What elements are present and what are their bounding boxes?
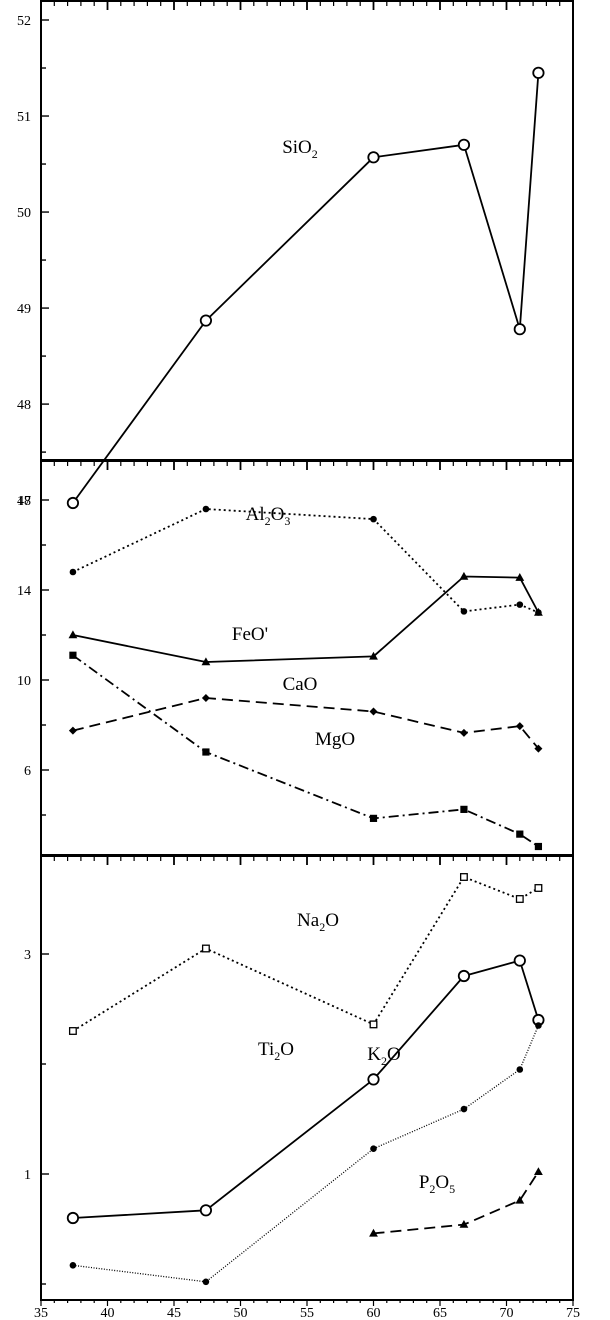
series-line-cao <box>72 697 540 750</box>
data-point-p2o5 <box>459 1220 469 1228</box>
data-point-cao <box>459 728 468 737</box>
series-label-feo: FeO' <box>232 624 268 645</box>
x-tick-label: 60 <box>367 1306 381 1320</box>
series-line-ti2o <box>72 959 540 1219</box>
series-label-na2o: Na2O <box>297 910 339 934</box>
data-point-na2o <box>201 944 210 953</box>
y-tick-label: 6 <box>24 764 31 779</box>
series-line-na2o <box>72 876 539 1032</box>
plot-frame <box>40 0 574 461</box>
data-point-sio2 <box>66 496 80 510</box>
y-tick-label: 18 <box>17 494 31 509</box>
data-point-al2o3 <box>202 505 210 513</box>
y-tick-label: 51 <box>17 110 31 125</box>
data-point-feo <box>515 573 525 581</box>
y-tick-label: 3 <box>24 948 31 963</box>
x-tick-label: 65 <box>433 1306 447 1320</box>
data-point-k2o <box>460 1105 468 1113</box>
y-tick-label: 48 <box>17 398 31 413</box>
data-point-sio2 <box>532 66 545 79</box>
x-tick-label: 75 <box>566 1306 580 1320</box>
series-line-feo <box>72 575 540 663</box>
data-point-ti2o <box>199 1204 213 1217</box>
data-point-mgo <box>369 814 378 822</box>
x-tick-label: 40 <box>101 1306 115 1320</box>
data-point-k2o <box>202 1278 210 1286</box>
data-point-feo <box>534 607 543 616</box>
data-point-na2o <box>534 884 543 892</box>
y-tick-label: 49 <box>17 302 31 317</box>
data-point-k2o <box>535 1022 542 1029</box>
y-tick-label: 1 <box>24 1168 31 1183</box>
data-point-cao <box>515 722 524 731</box>
series-line-sio2 <box>72 72 540 504</box>
x-tick-label: 50 <box>234 1306 248 1320</box>
series-label-al2o3: Al2O3 <box>246 504 291 528</box>
x-tick-label: 55 <box>300 1306 314 1320</box>
data-point-al2o3 <box>69 568 77 576</box>
data-point-al2o3 <box>370 515 377 523</box>
data-point-mgo <box>516 830 524 838</box>
series-label-cao: CaO <box>283 674 318 695</box>
data-point-cao <box>534 744 543 753</box>
data-point-feo <box>68 630 78 639</box>
data-point-ti2o <box>457 969 471 983</box>
data-point-al2o3 <box>460 608 468 615</box>
data-point-na2o <box>68 1027 77 1035</box>
data-point-feo <box>201 657 211 666</box>
data-point-mgo <box>69 651 77 659</box>
data-point-na2o <box>459 873 468 881</box>
y-tick-label: 50 <box>17 206 31 221</box>
data-point-ti2o <box>513 954 526 967</box>
data-point-p2o5 <box>369 1228 378 1237</box>
data-point-sio2 <box>457 138 471 151</box>
data-point-k2o <box>516 1066 524 1073</box>
data-point-mgo <box>202 748 210 756</box>
data-point-sio2 <box>513 323 526 336</box>
y-tick-label: 47 <box>17 494 31 509</box>
data-point-feo <box>459 571 469 580</box>
series-label-mgo: MgO <box>315 729 355 750</box>
data-point-p2o5 <box>515 1195 525 1204</box>
x-tick-label: 35 <box>34 1306 48 1320</box>
data-point-k2o <box>69 1262 77 1269</box>
y-tick-label: 10 <box>17 674 31 689</box>
data-point-mgo <box>460 805 468 813</box>
x-tick-label: 45 <box>167 1306 181 1320</box>
y-tick-label: 14 <box>17 584 31 599</box>
data-point-p2o5 <box>534 1167 543 1175</box>
data-point-k2o <box>370 1145 377 1152</box>
data-point-sio2 <box>199 314 213 327</box>
y-tick-label: 52 <box>17 14 31 29</box>
data-point-mgo <box>534 842 543 851</box>
series-line-al2o3 <box>72 508 539 614</box>
series-label-k2o: K2O <box>367 1044 400 1068</box>
data-point-cao <box>201 694 210 702</box>
data-point-na2o <box>515 895 524 903</box>
data-point-feo <box>369 651 378 660</box>
data-point-al2o3 <box>516 601 524 608</box>
data-point-cao <box>68 726 77 735</box>
series-line-k2o <box>72 1025 539 1283</box>
series-line-p2o5 <box>373 1171 540 1235</box>
series-label-sio2: SiO2 <box>282 137 318 161</box>
data-point-ti2o <box>66 1211 80 1225</box>
series-label-p2o5: P2O5 <box>419 1172 455 1196</box>
data-point-sio2 <box>367 151 380 164</box>
data-point-ti2o <box>367 1073 380 1086</box>
series-label-ti2o: Ti2O <box>258 1039 294 1063</box>
x-tick-label: 70 <box>500 1306 514 1320</box>
data-point-cao <box>369 707 378 716</box>
data-point-na2o <box>369 1020 378 1029</box>
